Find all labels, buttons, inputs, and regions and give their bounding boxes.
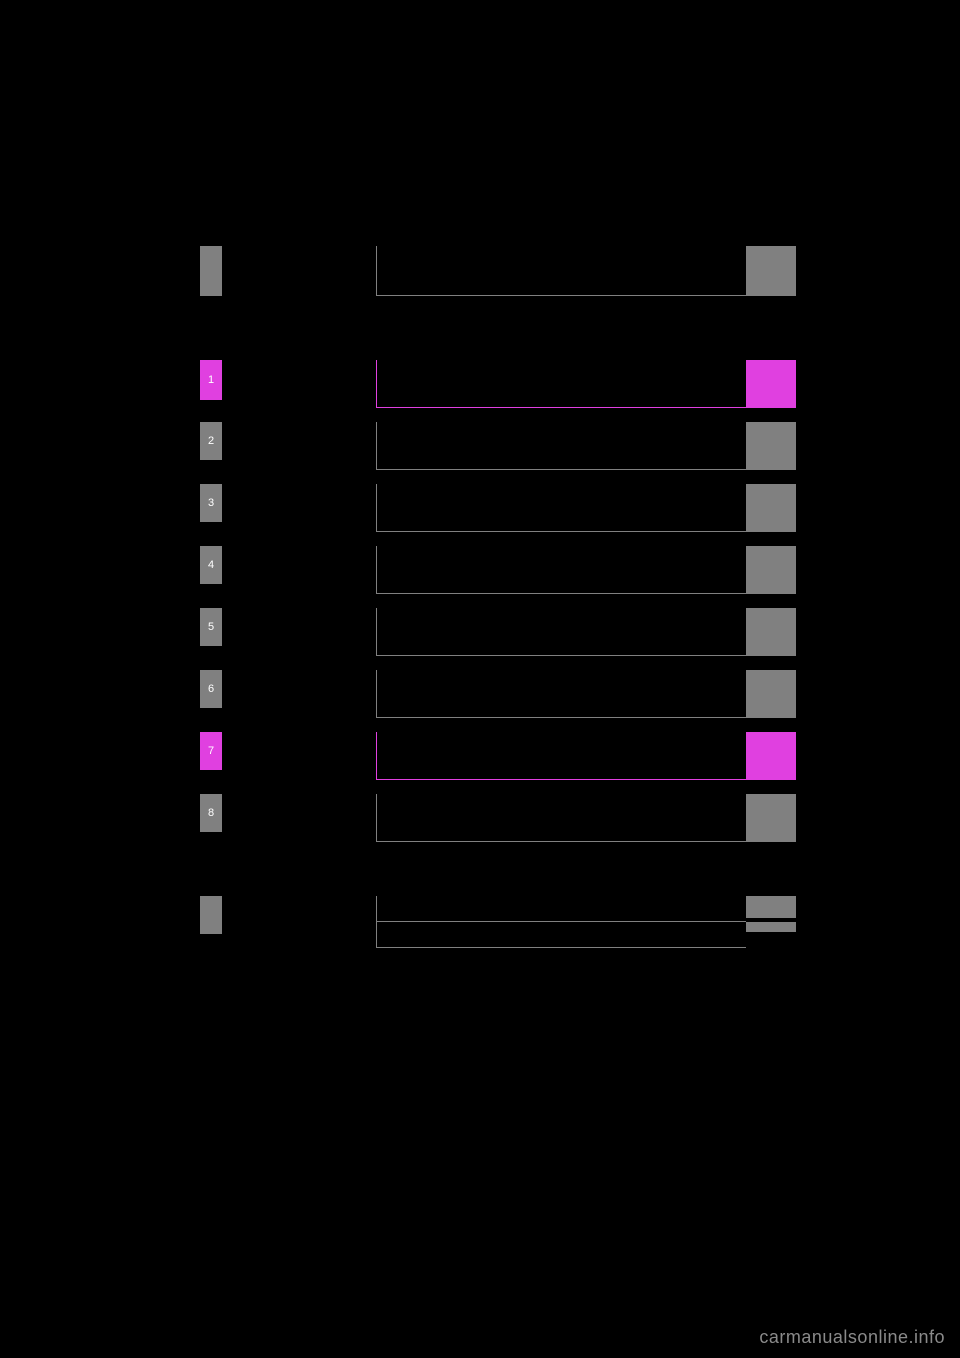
section2-right-tab-5: [746, 608, 796, 656]
section2-content-8: [376, 794, 746, 842]
page-container: 1 2 3 4 5 6 7 8 carmanualsonl: [0, 0, 960, 1358]
section3-right-tab-2: [746, 922, 796, 932]
section2-right-tab-3: [746, 484, 796, 532]
section2-right-tab-1: [746, 360, 796, 408]
section2-right-tab-4: [746, 546, 796, 594]
section2-left-tab-3: 3: [200, 484, 222, 522]
section2-content-3: [376, 484, 746, 532]
tab-number: 6: [208, 683, 214, 695]
section1-content: [376, 246, 746, 296]
section3-content-2: [376, 922, 746, 948]
section2-content-1: [376, 360, 746, 408]
section2-right-tab-2: [746, 422, 796, 470]
section2-right-tab-7: [746, 732, 796, 780]
section2-left-tab-7: 7: [200, 732, 222, 770]
section2-content-2: [376, 422, 746, 470]
section2-content-6: [376, 670, 746, 718]
tab-number: 7: [208, 745, 214, 757]
tab-number: 1: [208, 374, 214, 386]
section1-left-tab: [200, 246, 222, 296]
section2-content-7: [376, 732, 746, 780]
section2-right-tab-6: [746, 670, 796, 718]
section3-right-tab-1: [746, 896, 796, 918]
section2-content-4: [376, 546, 746, 594]
tab-number: 5: [208, 621, 214, 633]
section2-left-tab-8: 8: [200, 794, 222, 832]
section2-left-tab-5: 5: [200, 608, 222, 646]
section3-left-tab: [200, 896, 222, 934]
section2-left-tab-2: 2: [200, 422, 222, 460]
section2-content-5: [376, 608, 746, 656]
tab-number: 2: [208, 435, 214, 447]
section2-right-tab-8: [746, 794, 796, 842]
tab-number: 8: [208, 807, 214, 819]
section2-left-tab-4: 4: [200, 546, 222, 584]
section1-right-tab: [746, 246, 796, 296]
tab-number: 3: [208, 497, 214, 509]
section3-content-1: [376, 896, 746, 922]
section2-left-tab-6: 6: [200, 670, 222, 708]
footer-watermark: carmanualsonline.info: [759, 1327, 945, 1348]
tab-number: 4: [208, 559, 214, 571]
section2-left-tab-1: 1: [200, 360, 222, 400]
